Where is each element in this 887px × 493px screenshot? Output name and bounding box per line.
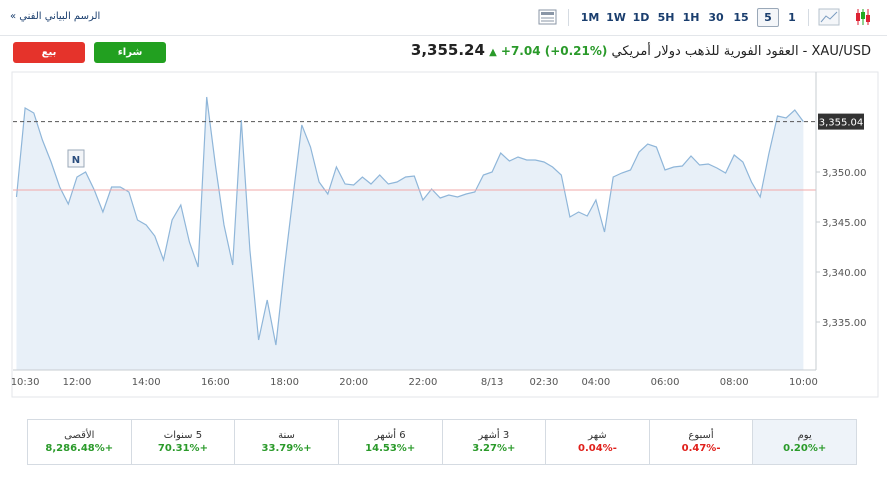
buy-button[interactable]: شراء — [94, 42, 166, 63]
performance-cell: 3 أشهر +3.27% — [441, 419, 547, 465]
timeframe[interactable]: 5 — [757, 8, 779, 27]
x-tick-label: 22:00 — [408, 377, 437, 388]
technical-chart-link[interactable]: الرسم البياني الفني » — [10, 11, 101, 22]
performance-cell: أسبوع -0.47% — [648, 419, 754, 465]
performance-cell: الأقصى +8,286.48% — [27, 419, 132, 465]
timeframe[interactable]: 1D — [632, 11, 650, 24]
chart: Investing.com3,335.003,340.003,345.003,3… — [11, 71, 879, 398]
performance-cell: سنة +33.79% — [234, 419, 339, 465]
x-tick-label: 08:00 — [720, 377, 749, 388]
x-tick-label: 06:00 — [651, 377, 680, 388]
change: +3.27% — [472, 443, 516, 454]
timeframe[interactable]: 30 — [708, 11, 724, 24]
line-chart-icon[interactable] — [818, 8, 840, 26]
x-tick-label: 16:00 — [201, 377, 230, 388]
timeframe[interactable]: 1M — [580, 11, 600, 24]
annotation: N — [72, 155, 80, 166]
timeframe[interactable]: 5H — [657, 11, 675, 24]
candle-icon[interactable] — [853, 7, 873, 27]
x-tick-label: 02:30 — [530, 377, 559, 388]
performance-cell: 6 أشهر +14.53% — [337, 419, 443, 465]
current-price-label: 3,355.04 — [819, 118, 864, 129]
change-pct: (+0.21%) — [544, 44, 608, 58]
performance-cell: 5 سنوات +70.31% — [130, 419, 236, 465]
line — [15, 96, 804, 346]
performance-table: يوم +0.20% أسبوع -0.47% شهر -0.04% 3 أشهر +3.27… — [27, 419, 857, 465]
period: سنة — [278, 430, 295, 441]
change: +33.79% — [261, 443, 312, 454]
period: يوم — [797, 430, 812, 441]
change: -0.47% — [681, 443, 721, 454]
change: +14.53% — [365, 443, 416, 454]
period: 6 أشهر — [374, 430, 406, 441]
separator — [808, 9, 809, 26]
timeframe[interactable]: 1H — [682, 11, 700, 24]
change: +0.20% — [783, 443, 827, 454]
x-tick-label: 10:00 — [789, 377, 818, 388]
x-tick-label: 10:30 — [11, 377, 40, 388]
y-tick-label: 3,340.00 — [822, 268, 867, 279]
timeframe[interactable]: 15 — [733, 11, 749, 24]
table-icon[interactable] — [538, 9, 558, 26]
performance-cell: شهر -0.04% — [545, 419, 650, 465]
separator — [568, 9, 569, 26]
timeframe[interactable]: 1W — [606, 11, 626, 24]
y-tick-label: 3,335.00 — [822, 318, 867, 329]
period: 3 أشهر — [478, 430, 510, 441]
price: 3,355.24 — [410, 41, 485, 59]
change: -0.04% — [578, 443, 617, 454]
x-tick-label: 14:00 — [132, 377, 161, 388]
area — [16, 97, 804, 370]
performance-row: يوم +0.20% أسبوع -0.47% شهر -0.04% 3 أشهر +3.27… — [27, 419, 857, 465]
timeframe[interactable]: 1 — [788, 11, 796, 24]
change: +7.04 — [500, 44, 541, 58]
toolbar: الرسم البياني الفني » — [0, 0, 887, 36]
period: 5 سنوات — [163, 430, 203, 441]
period: شهر — [588, 430, 607, 441]
instrument-header: XAU/USD - العقود الفورية للذهب دولار أمر… — [411, 41, 871, 59]
quote: 3,355.24 ▲ +7.04 (+0.21%) — [410, 41, 608, 59]
sell-button[interactable]: بيع — [13, 42, 85, 63]
period: أسبوع — [688, 430, 714, 441]
chart-frame — [11, 71, 879, 398]
instrument-title: XAU/USD - العقود الفورية للذهب دولار أمر… — [611, 44, 871, 59]
y-tick-label: 3,350.00 — [822, 168, 867, 179]
x-tick-label: 8/13 — [481, 377, 503, 388]
x-tick-label: 12:00 — [63, 377, 92, 388]
annotation-box — [67, 149, 85, 168]
up-arrow: ▲ — [489, 47, 497, 58]
change: +8,286.48% — [45, 443, 114, 454]
current-price-box — [818, 113, 864, 130]
x-tick-label: 20:00 — [339, 377, 368, 388]
period: الأقصى — [64, 430, 95, 441]
y-tick-label: 3,345.00 — [822, 218, 867, 229]
performance-cell: يوم +0.20% — [752, 419, 857, 465]
x-tick-label: 04:00 — [581, 377, 610, 388]
x-tick-label: 18:00 — [270, 377, 299, 388]
change: +70.31% — [157, 443, 208, 454]
